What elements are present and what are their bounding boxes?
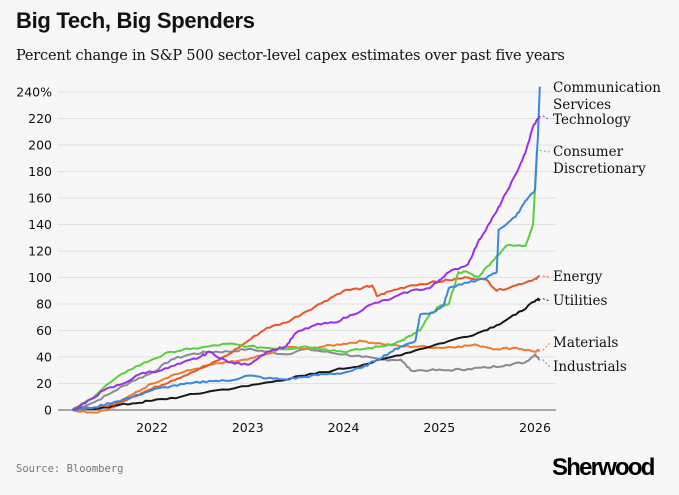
series-label: Technology [553, 112, 631, 128]
series-line-materials [72, 339, 541, 414]
source-note: Source: Bloomberg [16, 463, 124, 475]
x-tick-label: 2022 [136, 420, 168, 435]
series-line-communication-services [72, 86, 541, 411]
y-tick-label: 20 [36, 376, 52, 391]
y-tick-label: 60 [36, 323, 52, 338]
x-tick-label: 2023 [232, 420, 264, 435]
x-tick-label: 2025 [423, 420, 455, 435]
series-label: Communication [553, 80, 661, 96]
y-tick-label: 200 [28, 138, 52, 153]
x-axis-ticks: 2022 2023 2024 2025 2026 [136, 420, 551, 435]
series-label: Industrials [553, 359, 627, 375]
series-label: Consumer [553, 144, 624, 160]
series-line-utilities [72, 297, 541, 411]
y-tick-label: 80 [36, 297, 52, 312]
series-label: Materials [553, 335, 618, 351]
sherwood-logo: Sherwood [552, 454, 655, 481]
y-tick-label: 40 [36, 350, 52, 365]
label-leader [542, 342, 551, 351]
y-tick-label: 220 [28, 111, 52, 126]
grid-lines [58, 91, 556, 411]
series-line-technology [71, 115, 541, 411]
y-axis-ticks: 0 20 40 60 80 100 120 140 160 180 200 220 240% [16, 85, 52, 418]
y-tick-label: 240% [16, 85, 52, 100]
x-tick-label: 2024 [328, 420, 360, 435]
label-leader [539, 149, 551, 153]
chart-title: Big Tech, Big Spenders [16, 8, 255, 33]
series-lines [71, 86, 541, 414]
x-tick-label: 2026 [519, 420, 551, 435]
series-label: Energy [553, 269, 603, 285]
series-label: Utilities [553, 293, 607, 309]
label-leader [542, 115, 551, 121]
label-leader [542, 298, 551, 302]
y-tick-label: 180 [28, 164, 52, 179]
y-tick-label: 120 [28, 244, 52, 259]
series-label: Discretionary [553, 161, 646, 177]
chart-subtitle: Percent change in S&P 500 sector-level c… [16, 48, 565, 64]
series-line-industrials [72, 347, 540, 411]
label-leader [542, 275, 551, 278]
label-leader [542, 359, 551, 368]
y-tick-label: 160 [28, 191, 52, 206]
y-tick-label: 0 [44, 403, 52, 418]
series-label: Services [553, 97, 611, 113]
series-line-consumer-discretionary [71, 150, 538, 411]
y-tick-label: 140 [28, 217, 52, 232]
y-tick-label: 100 [28, 270, 52, 285]
